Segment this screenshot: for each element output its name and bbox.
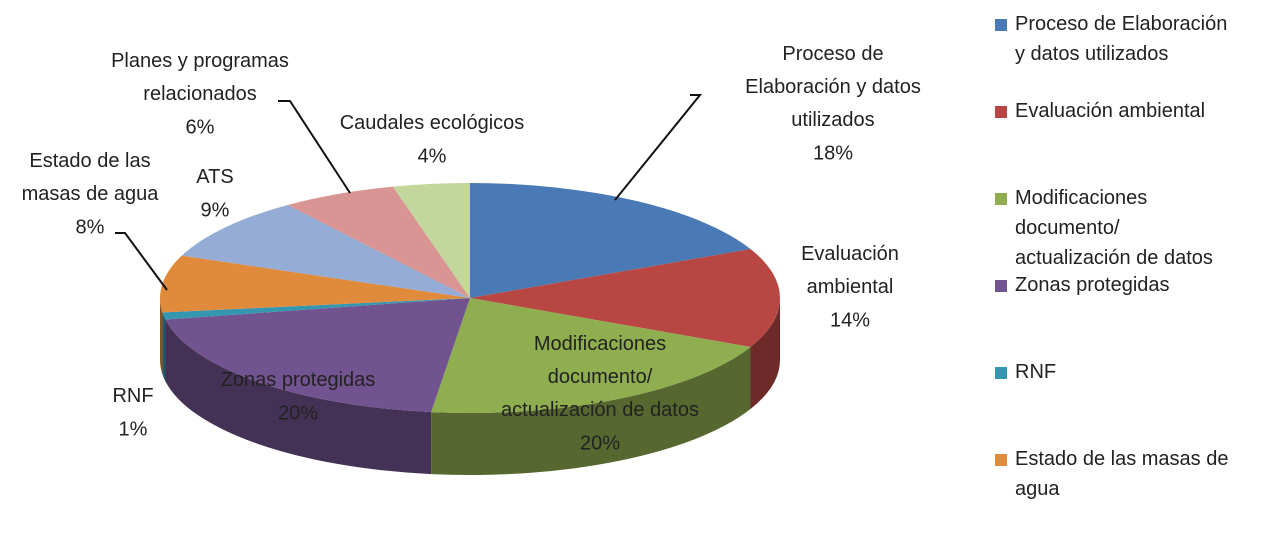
legend-swatch (995, 280, 1007, 292)
legend-swatch (995, 367, 1007, 379)
slice-side (431, 346, 751, 475)
data-label-name-line: ATS (196, 166, 233, 188)
data-label-name-line: Zonas protegidas (221, 369, 376, 391)
legend-label-line: Estado de las masas de (1015, 448, 1228, 470)
data-label-name-line: documento/ (548, 366, 653, 388)
legend-swatch (995, 106, 1007, 118)
legend-label: Proceso de Elaboración y datos utilizados (1015, 13, 1227, 65)
data-label-name-line: actualización de datos (501, 399, 699, 421)
data-label-name: RNF (112, 385, 153, 407)
legend-label: Modificaciones documento/actualización de… (1015, 187, 1213, 269)
data-label-value: 18% (813, 142, 853, 164)
slice (181, 204, 470, 298)
data-label-name-line: Elaboración y datos (745, 76, 921, 98)
data-label-value: 8% (76, 216, 105, 238)
data-label-name-line: utilizados (791, 109, 874, 131)
slice (287, 186, 470, 298)
data-label-name-line: masas de agua (22, 183, 160, 205)
data-label-name-line: RNF (112, 385, 153, 407)
legend-label: Evaluación ambiental (1015, 100, 1205, 122)
data-label-name-line: relacionados (143, 83, 256, 105)
data-label-name-line: Estado de las (29, 150, 150, 172)
legend-swatch (995, 454, 1007, 466)
legend-swatch (995, 193, 1007, 205)
slice-side (160, 298, 163, 375)
slice (431, 298, 751, 413)
data-label-name: Evaluación ambiental (801, 243, 899, 298)
data-label-name: ATS (196, 166, 233, 188)
leader-line (115, 232, 168, 291)
legend-label-line: agua (1015, 478, 1060, 500)
legend-label-line: Zonas protegidas (1015, 274, 1170, 296)
data-label-name: Zonas protegidas (221, 369, 376, 391)
legend-label-line: RNF (1015, 361, 1056, 383)
data-label-name-line: Planes y programas (111, 50, 289, 72)
data-label-name: Estado de las masas de agua (22, 150, 160, 205)
slice (165, 298, 470, 413)
data-label-name: Planes y programas relacionados (111, 50, 289, 105)
data-label-name-line: Caudales ecológicos (340, 112, 525, 134)
slice (392, 183, 470, 298)
legend-label: RNF (1015, 361, 1056, 383)
slice (160, 255, 470, 313)
data-label-name: Proceso de Elaboración y datos utilizados (745, 43, 921, 131)
leader-line (278, 100, 351, 194)
data-label-value: 20% (580, 432, 620, 454)
legend-label-line: documento/ (1015, 217, 1120, 239)
legend-label-line: Proceso de Elaboración (1015, 13, 1227, 35)
slice (470, 183, 751, 298)
leader-line (614, 94, 703, 201)
data-label-name-line: Evaluación (801, 243, 899, 265)
legend-label-line: actualización de datos (1015, 247, 1213, 269)
legend-label-line: y datos utilizados (1015, 43, 1168, 65)
data-label-name-line: Modificaciones (534, 333, 666, 355)
slice-side (165, 319, 432, 475)
data-label-name: Caudales ecológicos (340, 112, 525, 134)
legend-label: Estado de las masas de agua (1015, 448, 1228, 500)
data-label-value: 1% (119, 418, 148, 440)
data-label-value: 9% (201, 199, 230, 221)
legend-label: Zonas protegidas (1015, 274, 1170, 296)
legend-swatch (995, 19, 1007, 31)
slice-side (750, 298, 780, 409)
slice (470, 249, 781, 347)
slice-side (162, 312, 166, 382)
data-label-value: 4% (418, 145, 447, 167)
data-label-value: 6% (186, 116, 215, 138)
data-label-name-line: ambiental (807, 276, 894, 298)
slice (162, 298, 470, 320)
legend-label-line: Evaluación ambiental (1015, 100, 1205, 122)
data-label-name: Modificaciones documento/actualización de… (501, 333, 699, 421)
legend-label-line: Modificaciones (1015, 187, 1147, 209)
data-label-value: 14% (830, 309, 870, 331)
data-label-value: 20% (278, 402, 318, 424)
data-label-name-line: Proceso de (782, 43, 883, 65)
